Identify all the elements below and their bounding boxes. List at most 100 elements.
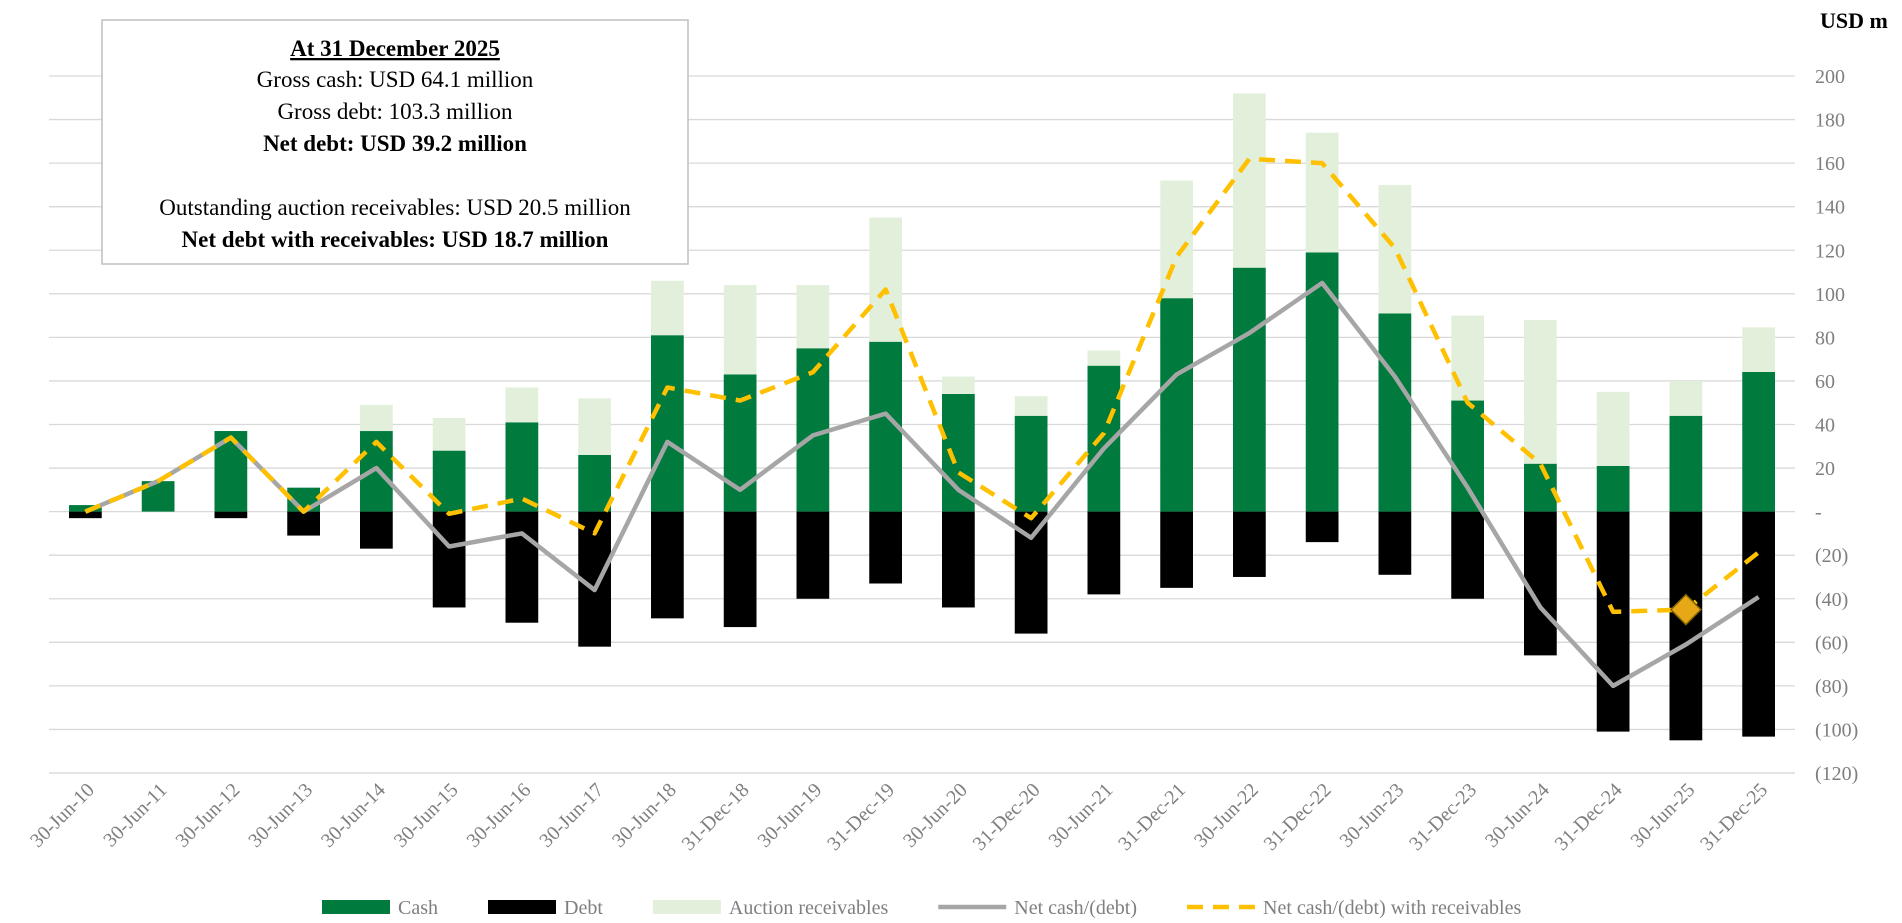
annotation-line: Gross debt: 103.3 million xyxy=(277,99,513,124)
bar xyxy=(1451,315,1484,401)
bar xyxy=(1233,93,1266,268)
bar xyxy=(1669,415,1703,512)
bar xyxy=(1524,319,1557,464)
bar xyxy=(1596,391,1630,466)
legend-swatch xyxy=(322,900,390,914)
bar xyxy=(287,511,320,536)
x-tick-label: 30-Jun-13 xyxy=(244,779,317,852)
x-tick-label: 30-Jun-19 xyxy=(754,779,827,852)
x-tick-label: 30-Jun-24 xyxy=(1481,779,1554,852)
x-tick-label: 30-Jun-14 xyxy=(317,779,390,852)
y-tick-label: (80) xyxy=(1815,676,1848,698)
bar xyxy=(432,417,466,451)
bar xyxy=(1014,396,1048,416)
bar xyxy=(1378,511,1412,575)
x-tick-label: 31-Dec-21 xyxy=(1114,779,1190,855)
bar xyxy=(1305,132,1339,253)
bar xyxy=(651,335,684,512)
x-tick-label: 30-Jun-22 xyxy=(1190,779,1263,852)
annotation-box xyxy=(101,19,689,265)
bar xyxy=(432,511,466,608)
x-tick-label: 30-Jun-12 xyxy=(172,779,245,852)
bar xyxy=(360,404,393,432)
bar xyxy=(1669,380,1703,416)
x-tick-label: 31-Dec-24 xyxy=(1551,779,1627,855)
annotation: At 31 December 2025 Gross cash: USD 64.1 … xyxy=(101,19,689,265)
y-tick-label: 120 xyxy=(1815,240,1845,262)
legend-swatch xyxy=(652,900,721,914)
bar xyxy=(796,285,830,349)
y-tick-label: 60 xyxy=(1815,371,1835,393)
bar xyxy=(1524,463,1557,512)
x-tick-label: 30-Jun-18 xyxy=(608,779,681,852)
bar xyxy=(1596,511,1630,732)
x-tick-label: 30-Jun-25 xyxy=(1627,779,1700,852)
y-tick-label: 80 xyxy=(1815,327,1835,349)
x-tick-label: 30-Jun-17 xyxy=(535,779,608,852)
annotation-line: Net debt: USD 39.2 million xyxy=(263,131,527,156)
legend-label: Net cash/(debt) xyxy=(1014,897,1137,918)
y-tick-label: (40) xyxy=(1815,589,1848,611)
x-tick-label: 30-Jun-23 xyxy=(1336,779,1409,852)
x-tick-label: 31-Dec-23 xyxy=(1405,779,1481,855)
bar xyxy=(1524,511,1557,656)
bar xyxy=(869,217,902,342)
legend-swatch xyxy=(488,900,556,914)
bar xyxy=(69,505,102,512)
x-tick-label: 30-Jun-20 xyxy=(899,779,972,852)
bar xyxy=(796,511,830,599)
bar xyxy=(942,511,975,608)
bar xyxy=(1742,327,1775,373)
bar xyxy=(1160,180,1193,299)
annotation-line: Outstanding auction receivables: USD 20.… xyxy=(159,195,631,220)
bar xyxy=(869,511,902,584)
line xyxy=(84,156,1761,615)
bar xyxy=(360,511,393,549)
line xyxy=(84,280,1760,689)
legend-label: Auction receivables xyxy=(729,897,889,918)
bar xyxy=(1378,184,1412,314)
y-tick-label: - xyxy=(1815,502,1822,524)
bar xyxy=(1305,511,1339,543)
bar xyxy=(723,285,757,375)
bar xyxy=(1742,511,1775,737)
bar xyxy=(1378,313,1412,512)
y-tick-label: (100) xyxy=(1815,719,1858,741)
bar xyxy=(578,398,611,455)
y-tick-label: 160 xyxy=(1815,153,1845,175)
bar xyxy=(1087,350,1121,366)
legend-label: Cash xyxy=(398,897,438,918)
y-tick-label: (20) xyxy=(1815,545,1848,567)
bar xyxy=(578,454,611,512)
y-tick-label: 40 xyxy=(1815,415,1835,437)
bar xyxy=(1233,511,1266,577)
bar xyxy=(942,376,975,395)
bar xyxy=(505,387,539,423)
bar xyxy=(1160,298,1193,512)
bar xyxy=(214,511,248,519)
y-tick-label: 200 xyxy=(1815,66,1845,88)
bar xyxy=(1669,511,1703,741)
y-tick-label: (60) xyxy=(1815,632,1848,654)
x-tick-label: 31-Dec-19 xyxy=(823,779,899,855)
y-tick-label: 100 xyxy=(1815,284,1845,306)
x-tick-label: 30-Jun-21 xyxy=(1045,779,1118,852)
annotation-title: At 31 December 2025 xyxy=(290,36,500,61)
bar xyxy=(1087,511,1121,595)
bar xyxy=(1014,415,1048,512)
bar xyxy=(723,511,757,628)
y-tick-label: 140 xyxy=(1815,197,1845,219)
x-tick-label: 30-Jun-11 xyxy=(99,779,171,851)
bar xyxy=(505,511,539,623)
bar xyxy=(1596,465,1630,512)
x-tick-label: 30-Jun-10 xyxy=(26,779,99,852)
bar xyxy=(651,511,684,619)
x-tick-label: 31-Dec-18 xyxy=(678,779,754,855)
bar xyxy=(1233,267,1266,512)
bar xyxy=(651,280,684,336)
legend-label: Debt xyxy=(564,897,603,918)
y-tick-label: 20 xyxy=(1815,458,1835,480)
bar xyxy=(1451,511,1484,599)
